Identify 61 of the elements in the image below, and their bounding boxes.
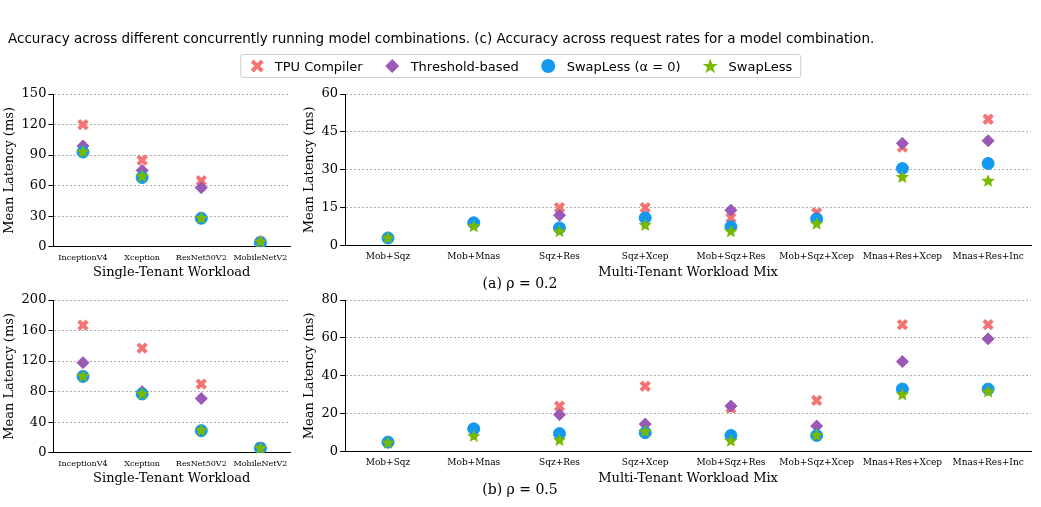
y-axis-title: Mean Latency (ms) bbox=[1, 312, 17, 440]
y-tick-label: 45 bbox=[321, 123, 339, 139]
y-tick-label: 120 bbox=[21, 115, 47, 131]
y-tick-label: 20 bbox=[321, 405, 339, 421]
y-tick-label: 0 bbox=[329, 236, 339, 252]
y-tick-label: 80 bbox=[29, 383, 47, 399]
x-tick-label: Mob+Sqz+Res bbox=[696, 251, 766, 262]
x-tick-label: MobileNetV2 bbox=[233, 252, 288, 262]
x-tick-label: Mob+Sqz+Xcep bbox=[779, 457, 855, 468]
x-tick-label: Xception bbox=[124, 458, 161, 468]
x-tick-label: Mob+Sqz bbox=[365, 251, 411, 262]
x-tick-label: Mnas+Res+Inc bbox=[952, 251, 1024, 262]
x-tick-label: Sqz+Xcep bbox=[621, 251, 669, 262]
x-tick-label: Mnas+Res+Xcep bbox=[862, 457, 943, 468]
y-tick-label: 200 bbox=[21, 291, 47, 307]
x-tick-label: Mob+Sqz bbox=[365, 457, 411, 468]
y-tick-label: 120 bbox=[21, 352, 47, 368]
x-tick-label: MobileNetV2 bbox=[233, 458, 288, 468]
text: Accuracy across different concurrently running model combinations. (c) Accuracy across request rates for a model combination. bbox=[8, 30, 875, 46]
y-tick-label: 40 bbox=[321, 367, 339, 383]
x-tick-label: Sqz+Res bbox=[539, 457, 581, 468]
y-tick-label: 90 bbox=[29, 146, 47, 162]
x-tick-label: Mob+Sqz+Xcep bbox=[779, 251, 855, 262]
x-axis-title: Single-Tenant Workload bbox=[93, 469, 251, 485]
x-tick-label: Xception bbox=[124, 252, 161, 262]
x-tick-label: Mnas+Res+Inc bbox=[952, 457, 1024, 468]
y-tick-label: 150 bbox=[21, 85, 47, 101]
x-tick-label: Mob+Mnas bbox=[447, 457, 501, 468]
y-tick-label: 40 bbox=[29, 413, 47, 429]
y-tick-label: 30 bbox=[321, 161, 339, 177]
y-tick-label: 0 bbox=[38, 444, 47, 460]
y-tick-label: 160 bbox=[21, 321, 47, 337]
legend-label: SwapLess (α = 0) bbox=[566, 58, 681, 74]
x-tick-label: ResNet50V2 bbox=[175, 458, 227, 468]
x-tick-label: Sqz+Res bbox=[539, 251, 581, 262]
y-tick-label: 60 bbox=[321, 329, 339, 345]
x-tick-label: Sqz+Xcep bbox=[621, 457, 669, 468]
x-axis-title: Multi-Tenant Workload Mix bbox=[598, 263, 779, 279]
y-axis-title: Mean Latency (ms) bbox=[301, 312, 317, 440]
x-tick-label: InceptionV4 bbox=[58, 252, 108, 262]
legend-label: SwapLess bbox=[728, 58, 793, 74]
y-tick-label: 0 bbox=[329, 442, 339, 458]
x-axis-title: Single-Tenant Workload bbox=[93, 263, 251, 279]
y-tick-label: 0 bbox=[38, 238, 47, 254]
y-tick-label: 80 bbox=[321, 291, 339, 307]
text: (a) ρ = 0.2 bbox=[482, 275, 558, 291]
legend-label: TPU Compiler bbox=[274, 58, 363, 74]
x-tick-label: Mob+Mnas bbox=[447, 251, 501, 262]
text: (b) ρ = 0.5 bbox=[482, 481, 558, 497]
y-tick-label: 60 bbox=[29, 177, 47, 193]
y-axis-title: Mean Latency (ms) bbox=[1, 106, 17, 234]
y-tick-label: 60 bbox=[321, 85, 339, 101]
legend-label: Threshold-based bbox=[410, 58, 519, 74]
y-tick-label: 30 bbox=[29, 207, 47, 223]
x-axis-title: Multi-Tenant Workload Mix bbox=[598, 469, 779, 485]
x-tick-label: Mnas+Res+Xcep bbox=[862, 251, 943, 262]
x-tick-label: Mob+Sqz+Res bbox=[696, 457, 766, 468]
y-tick-label: 15 bbox=[321, 199, 339, 215]
x-tick-label: ResNet50V2 bbox=[175, 252, 227, 262]
x-tick-label: InceptionV4 bbox=[58, 458, 108, 468]
y-axis-title: Mean Latency (ms) bbox=[301, 106, 317, 234]
